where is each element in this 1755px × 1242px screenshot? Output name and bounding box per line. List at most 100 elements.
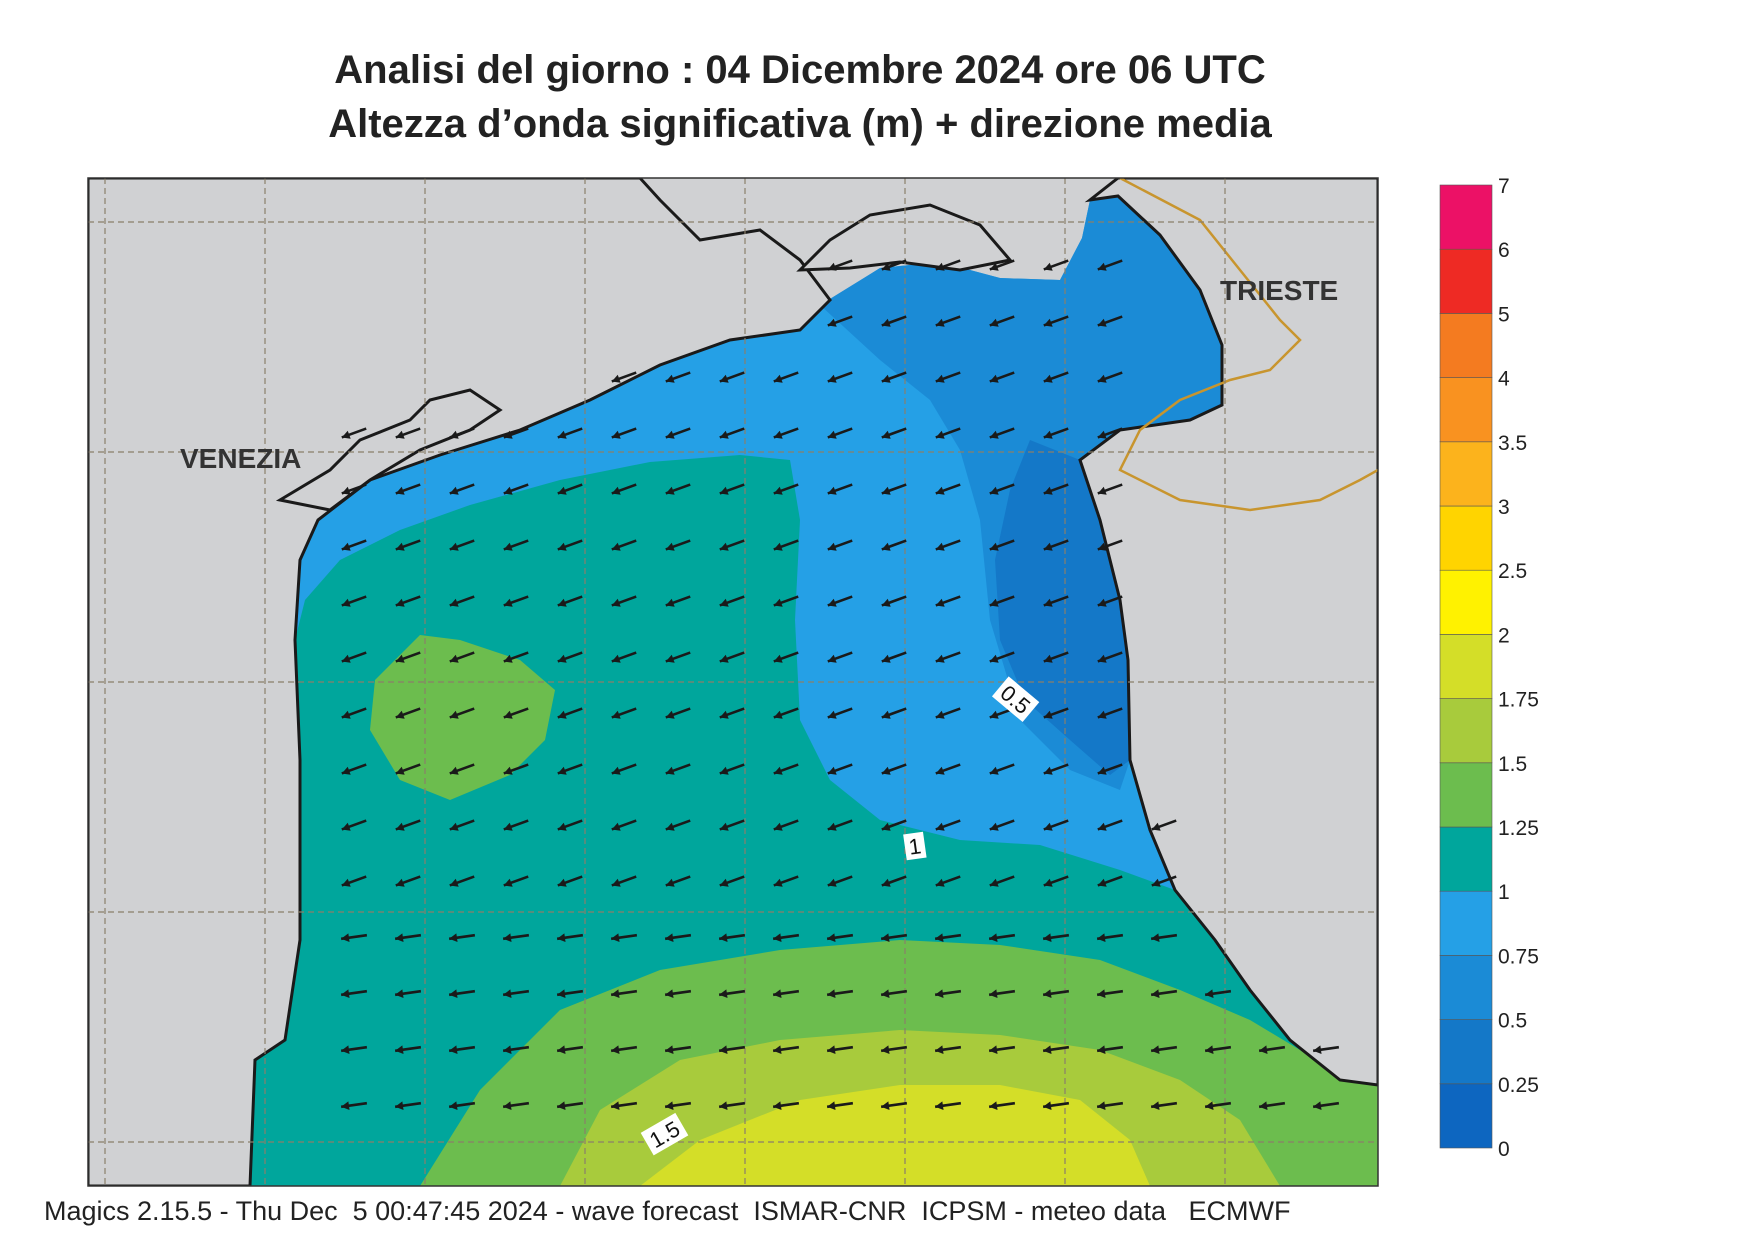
wave-arrow <box>934 1101 962 1110</box>
legend-label: 1.75 <box>1498 689 1539 712</box>
wave-arrow <box>719 651 745 663</box>
wave-arrow <box>449 427 475 439</box>
wave-arrow <box>881 483 907 495</box>
wave-arrow <box>665 539 691 551</box>
wave-arrow <box>772 1045 800 1054</box>
wave-arrow <box>881 315 907 327</box>
legend-swatch <box>1439 248 1493 314</box>
wave-arrow <box>935 763 961 775</box>
legend-label: 2.5 <box>1498 560 1527 583</box>
wave-arrow <box>1043 651 1069 663</box>
wave-arrow <box>395 763 421 775</box>
wave-arrow <box>881 763 907 775</box>
legend-label: 1 <box>1498 881 1510 904</box>
wave-arrow <box>611 539 637 551</box>
wave-arrow <box>665 427 691 439</box>
legend-swatch <box>1439 505 1493 571</box>
wave-arrow <box>989 259 1015 271</box>
wave-arrow <box>881 875 907 887</box>
wave-arrow <box>449 483 475 495</box>
wave-arrow <box>772 1101 800 1110</box>
wave-arrow <box>935 595 961 607</box>
wave-zone-1.75 <box>640 1085 1150 1186</box>
legend-label: 5 <box>1498 303 1510 326</box>
legend-swatch <box>1439 441 1493 507</box>
wave-arrow <box>935 875 961 887</box>
wave-arrow <box>718 989 746 998</box>
wave-arrow <box>773 595 799 607</box>
wave-arrow <box>503 875 529 887</box>
wave-arrow <box>827 371 853 383</box>
wave-arrow <box>935 427 961 439</box>
wave-arrow <box>1096 989 1124 998</box>
wave-arrow <box>448 1045 476 1054</box>
wave-arrow <box>1258 1045 1286 1054</box>
wave-arrow <box>395 539 421 551</box>
wave-arrow <box>880 933 908 942</box>
wave-arrow <box>502 989 530 998</box>
map-title-line2: Altezza d’onda significativa (m) + direz… <box>328 102 1272 146</box>
legend-swatch <box>1439 890 1493 956</box>
wave-arrow <box>395 651 421 663</box>
wave-arrow <box>611 371 637 383</box>
wave-arrow <box>773 875 799 887</box>
legend-label: 0.75 <box>1498 945 1539 968</box>
wave-arrow <box>773 483 799 495</box>
wave-arrow <box>719 371 745 383</box>
legend-label: 1.5 <box>1498 753 1527 776</box>
wave-arrow <box>395 483 421 495</box>
wave-arrow <box>503 483 529 495</box>
legend-label: 0.25 <box>1498 1074 1539 1097</box>
wave-arrow <box>989 315 1015 327</box>
wave-arrow <box>827 595 853 607</box>
wave-arrow <box>880 1045 908 1054</box>
city-label-trieste: TRIESTE <box>1220 275 1338 306</box>
wave-arrow <box>1043 595 1069 607</box>
wave-arrow <box>989 483 1015 495</box>
wave-arrow <box>1097 371 1123 383</box>
wave-arrow <box>827 707 853 719</box>
wave-arrow <box>719 819 745 831</box>
wave-arrow <box>935 819 961 831</box>
wave-arrow <box>1151 819 1177 831</box>
west-coast-land <box>88 178 832 1186</box>
wave-height-legend: 0 0.25 0.5 0.75 1 1.25 1.5 1.75 2 2.5 3 3.5 4 5 6 7 <box>1439 175 1539 1161</box>
wave-arrow <box>449 707 475 719</box>
wave-arrow <box>881 371 907 383</box>
wave-arrow <box>503 595 529 607</box>
wave-arrow <box>826 1045 854 1054</box>
wave-arrow <box>610 1101 638 1110</box>
wave-arrow <box>611 763 637 775</box>
east-coast-land <box>1078 178 1378 1087</box>
wave-arrow <box>1042 933 1070 942</box>
legend-label: 6 <box>1498 239 1510 262</box>
contour-label-0.5: 0.5 <box>991 676 1040 723</box>
legend-swatch <box>1439 1019 1493 1085</box>
wave-arrow <box>989 539 1015 551</box>
wave-arrow <box>503 651 529 663</box>
wave-arrow <box>934 1045 962 1054</box>
wave-arrow <box>881 427 907 439</box>
wave-arrow <box>1096 1045 1124 1054</box>
legend-label: 0 <box>1498 1138 1510 1161</box>
city-label-venezia: VENEZIA <box>180 443 301 474</box>
wave-arrow <box>665 763 691 775</box>
wave-arrow <box>719 539 745 551</box>
wave-arrow <box>448 989 476 998</box>
wave-arrow <box>1150 1045 1178 1054</box>
wave-arrow <box>395 819 421 831</box>
wave-arrow <box>665 371 691 383</box>
wave-arrow <box>611 875 637 887</box>
wave-arrow <box>1312 1101 1340 1110</box>
wave-arrow <box>394 933 422 942</box>
wave-arrow <box>611 651 637 663</box>
legend-label: 1.25 <box>1498 817 1539 840</box>
wave-arrow <box>935 259 961 271</box>
wave-arrow <box>718 1101 746 1110</box>
legend-swatch <box>1439 955 1493 1020</box>
wave-arrow <box>773 651 799 663</box>
wave-arrow <box>394 1101 422 1110</box>
wave-arrow <box>395 875 421 887</box>
wave-arrow <box>1042 989 1070 998</box>
contour-label-1: 1 <box>903 831 927 861</box>
